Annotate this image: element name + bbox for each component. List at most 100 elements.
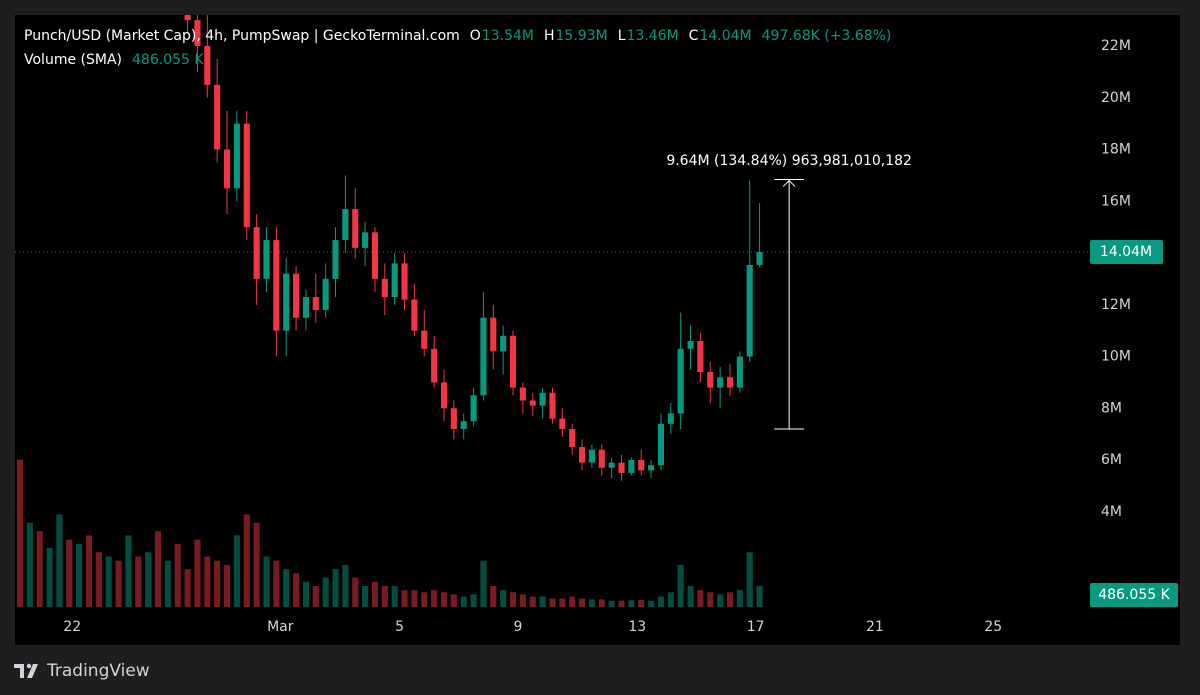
candle-body	[194, 20, 201, 47]
candle-body	[352, 209, 359, 248]
x-tick-label: 13	[628, 619, 646, 635]
candle-body	[431, 348, 438, 383]
candle-body	[559, 418, 566, 429]
volume-bar	[598, 599, 605, 607]
candle-body	[509, 335, 517, 388]
volume-bar	[677, 564, 684, 607]
candle-body	[736, 356, 743, 388]
y-tick-label: 12M	[1101, 297, 1131, 313]
chart-title: Punch/USD (Market Cap), 4h, PumpSwap | G…	[24, 28, 460, 44]
x-tick-label: 9	[513, 619, 522, 635]
candle-body	[756, 251, 763, 265]
legend-value: 14.04M	[699, 28, 751, 44]
volume-badge	[1090, 583, 1178, 607]
candle-body	[460, 421, 467, 429]
candle-body	[697, 340, 704, 373]
candle-body	[519, 387, 526, 401]
candle-body	[707, 372, 714, 388]
candle-body	[588, 449, 595, 463]
candle-body	[480, 317, 487, 396]
volume-bar	[154, 531, 162, 607]
volume-bar	[66, 539, 73, 607]
volume-bar	[707, 592, 714, 607]
volume-bar	[500, 590, 507, 607]
candle-body	[184, 15, 191, 21]
last-price-label: 14.04M	[1100, 244, 1152, 260]
volume-bar	[302, 581, 309, 607]
volume-bar	[233, 535, 240, 607]
candle-body	[283, 273, 290, 331]
candle-body	[667, 413, 674, 424]
volume-bar	[539, 596, 546, 607]
volume-bar	[253, 522, 260, 607]
candle-body	[618, 462, 625, 473]
candle-body	[470, 395, 477, 422]
candle-body	[421, 330, 428, 349]
volume-bar	[421, 592, 428, 607]
candle-body	[450, 408, 457, 429]
volume-bar	[440, 592, 448, 607]
volume-bar	[342, 564, 349, 607]
candle-body	[253, 227, 260, 279]
candle-body	[401, 263, 408, 300]
volume-bar	[204, 556, 211, 607]
volume-bar	[371, 581, 379, 607]
volume-bar	[628, 600, 635, 607]
volume-bar	[569, 596, 576, 607]
candle-body	[529, 400, 536, 406]
candle-body	[243, 123, 250, 228]
volume-bar	[756, 585, 763, 607]
volume-bar	[36, 531, 43, 607]
y-tick-label: 10M	[1101, 349, 1131, 365]
volume-bar	[76, 543, 83, 607]
candle-body	[322, 278, 329, 310]
volume-bar	[85, 535, 93, 607]
candle-body	[746, 264, 753, 357]
volume-bar	[332, 569, 339, 607]
candle-body	[578, 447, 586, 463]
candle-body	[608, 462, 615, 468]
overlay: 4M6M8M10M12M14M16M18M20M22M22Mar59131721…	[15, 28, 1178, 635]
x-tick-label: 17	[747, 619, 765, 635]
candle-body	[490, 317, 497, 352]
volume-bar	[401, 590, 408, 607]
legend-change: 497.68K (+3.68%)	[762, 28, 892, 44]
volume-bar	[411, 590, 418, 607]
volume-bar	[352, 577, 359, 607]
legend-key: L	[618, 28, 626, 44]
volume-bar	[283, 569, 290, 607]
candle-body	[539, 392, 546, 406]
candle-body	[391, 263, 398, 298]
volume-bar	[618, 600, 625, 607]
volume-bar	[717, 594, 724, 607]
legend-key: O	[470, 28, 481, 44]
x-tick-label: 21	[866, 619, 884, 635]
candle-body	[500, 335, 507, 352]
volume-bar	[293, 573, 300, 607]
x-tick-label: 5	[395, 619, 404, 635]
candle-body	[371, 232, 379, 279]
x-tick-label: 22	[63, 619, 81, 635]
candle-body	[332, 240, 339, 279]
volume-bar	[46, 548, 53, 607]
volume-bar	[559, 598, 566, 607]
volume-bar	[519, 594, 526, 607]
y-tick-label: 18M	[1101, 142, 1131, 158]
volume-bar	[223, 564, 231, 607]
volume-bar	[322, 577, 329, 607]
volume-bar	[26, 522, 33, 607]
volume-bar	[381, 585, 388, 607]
plot-area	[16, 15, 763, 607]
brand-logo	[14, 663, 38, 678]
brand: TradingView	[46, 661, 150, 681]
volume-bar	[667, 592, 674, 607]
candle-body	[293, 273, 300, 318]
x-tick-label: 25	[984, 619, 1002, 635]
volume-bar	[470, 594, 477, 607]
volume-bar	[164, 560, 171, 607]
volume-bar	[243, 514, 250, 607]
volume-bar	[184, 569, 191, 607]
candle-body	[342, 209, 349, 241]
